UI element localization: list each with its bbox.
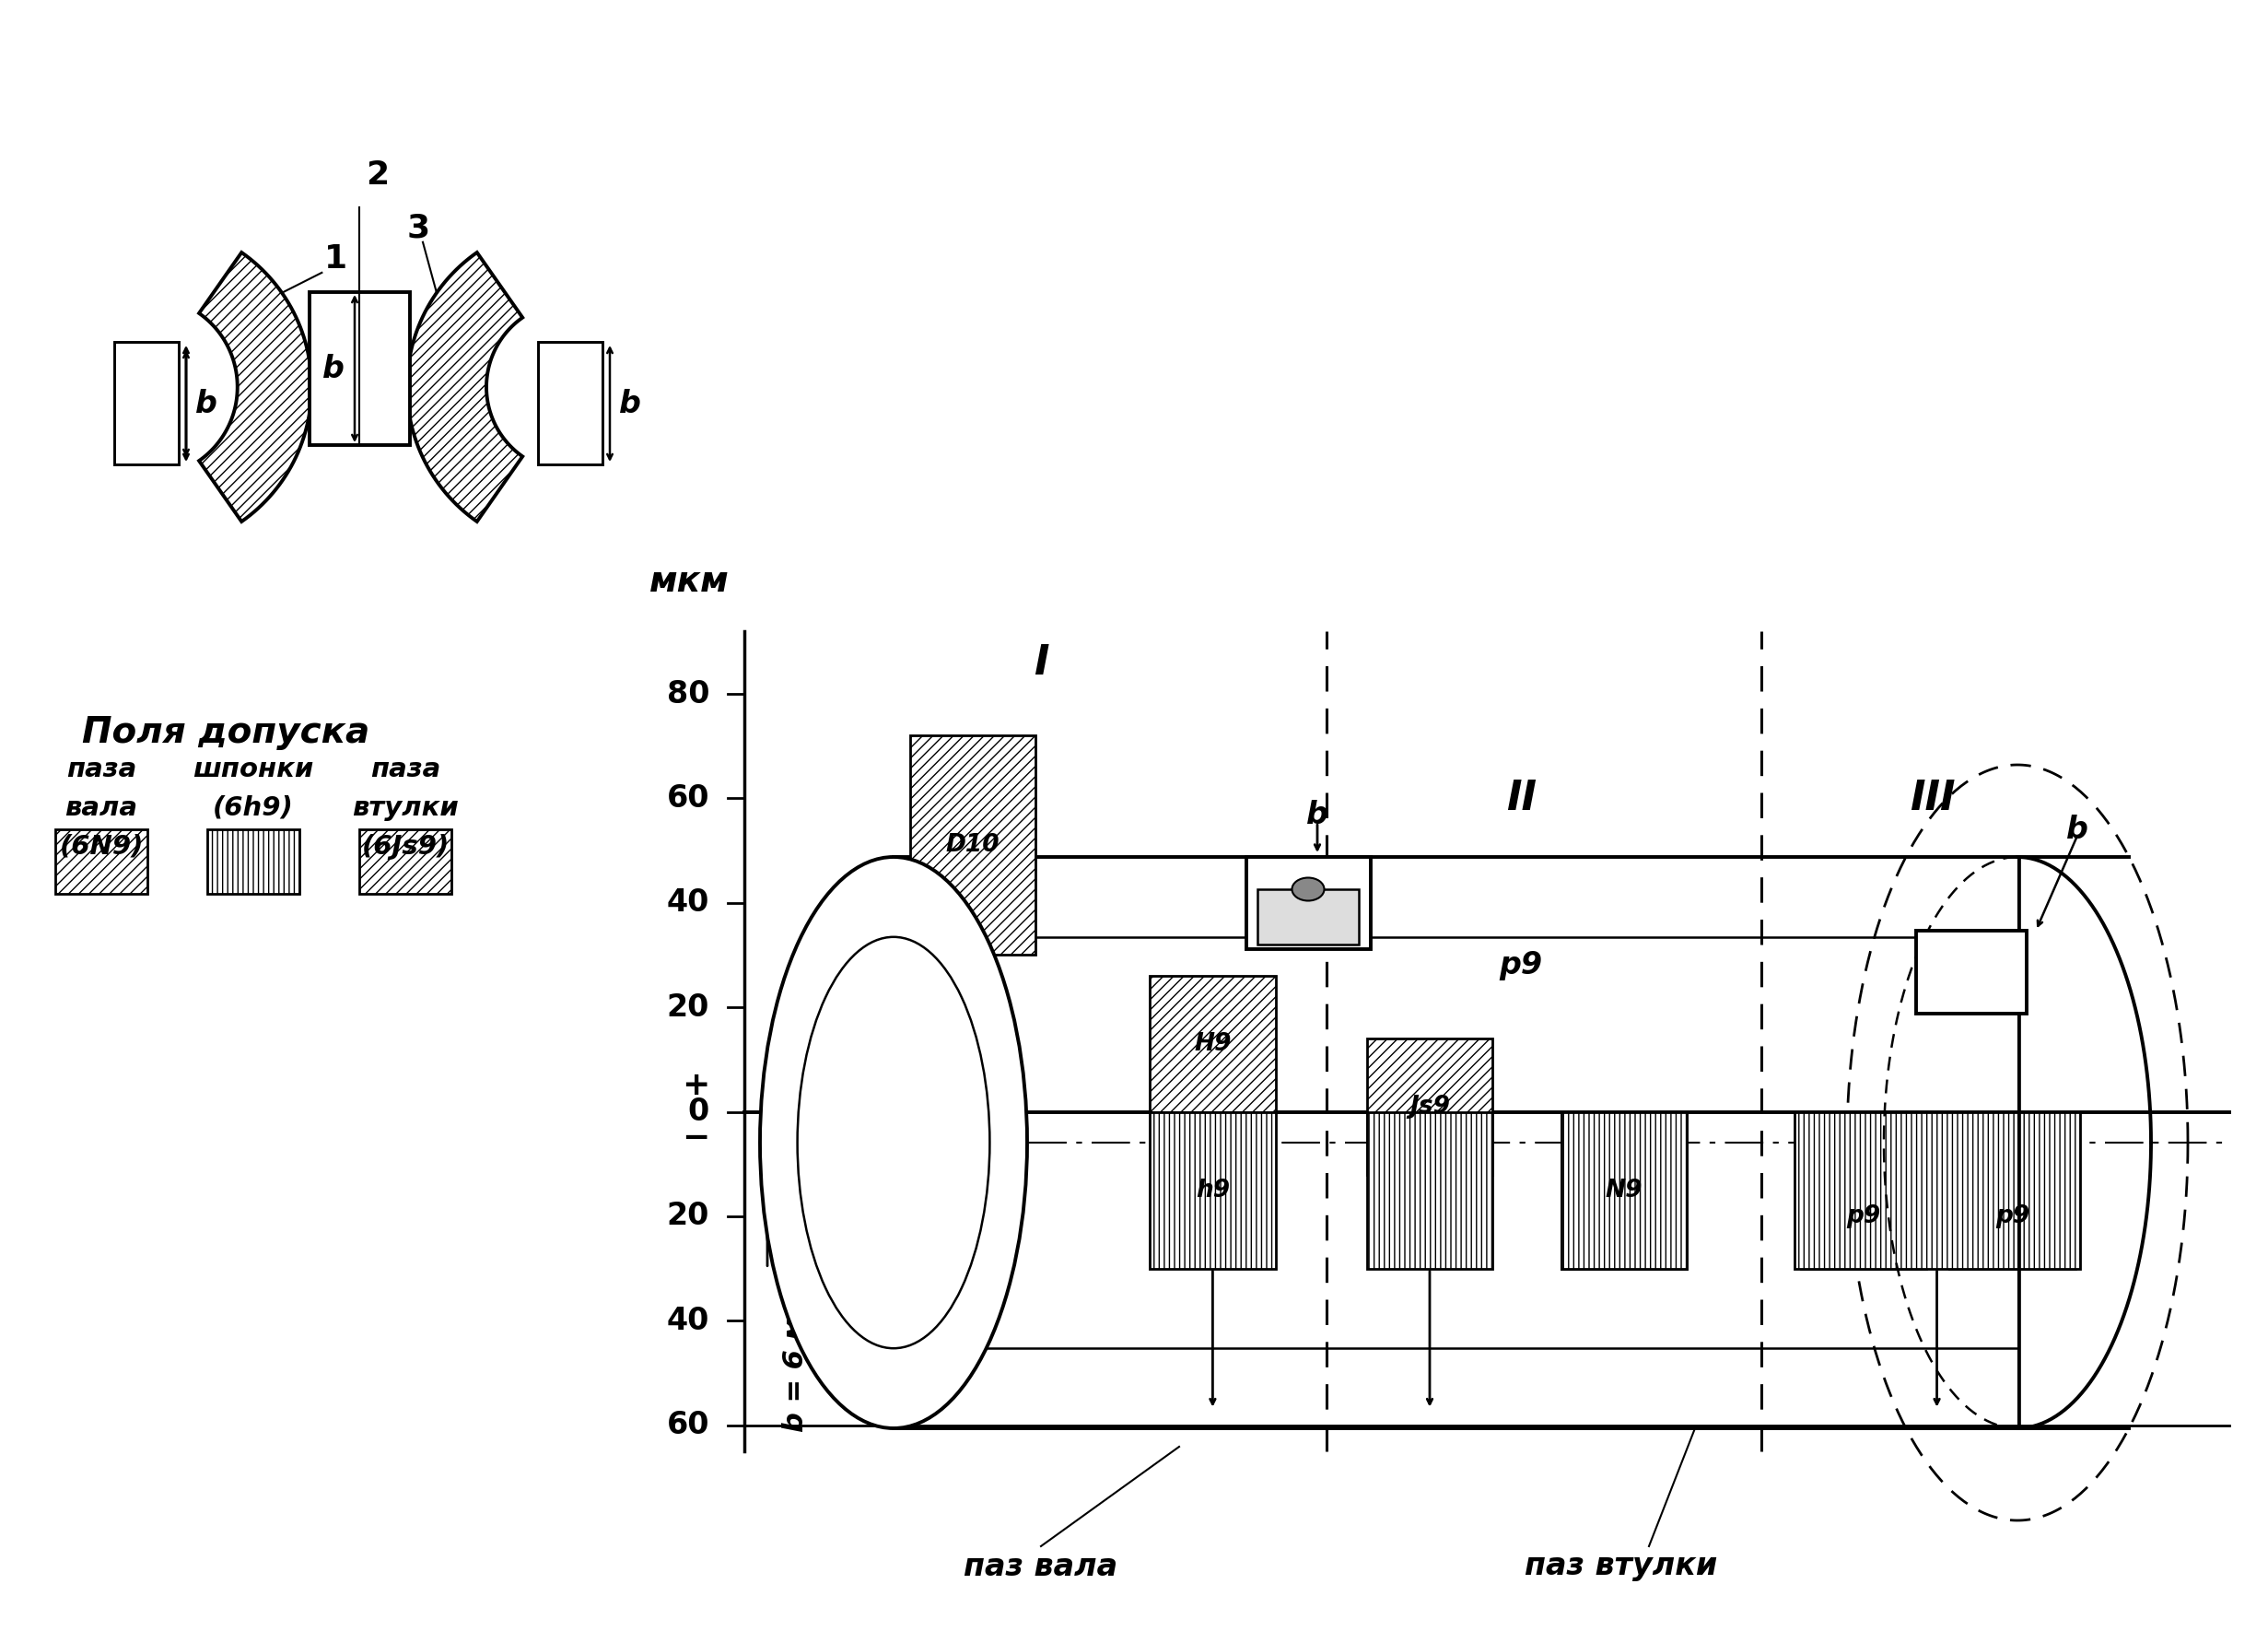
Text: (6h9): (6h9) <box>213 796 295 820</box>
Bar <box>206 829 299 894</box>
Text: p9: p9 <box>1996 1204 2030 1228</box>
Text: 20: 20 <box>667 1200 710 1231</box>
Bar <box>1801 1158 1926 1269</box>
Text: паз втулки: паз втулки <box>1524 1551 1717 1582</box>
Text: 40: 40 <box>667 1305 710 1336</box>
Text: (6Js9): (6Js9) <box>361 833 449 860</box>
Text: паз вала: паз вала <box>964 1551 1118 1582</box>
Text: (6N9): (6N9) <box>59 833 143 860</box>
Bar <box>116 343 179 465</box>
Text: p9: p9 <box>1846 1204 1880 1228</box>
Text: шпонки: шпонки <box>193 757 313 783</box>
Bar <box>1247 856 1370 949</box>
Text: b: b <box>1306 801 1329 830</box>
Text: p9: p9 <box>1499 951 1542 980</box>
Text: 3: 3 <box>406 212 429 245</box>
Ellipse shape <box>1293 877 1325 900</box>
Bar <box>1368 1039 1492 1174</box>
Bar <box>540 344 601 463</box>
Bar <box>1150 975 1275 1112</box>
Text: b = 6 мм: b = 6 мм <box>782 1293 807 1432</box>
Text: H9: H9 <box>1193 1032 1232 1055</box>
Text: втулки: втулки <box>352 796 458 820</box>
Text: 1: 1 <box>324 243 347 274</box>
Bar <box>1256 889 1359 944</box>
Text: −: − <box>680 1122 710 1153</box>
Polygon shape <box>406 253 522 522</box>
Text: I: I <box>1034 643 1048 682</box>
Bar <box>1794 1112 2080 1269</box>
Text: 0: 0 <box>687 1096 710 1127</box>
Text: 40: 40 <box>667 887 710 918</box>
Ellipse shape <box>760 856 1027 1429</box>
Text: паза: паза <box>66 757 136 783</box>
Text: III: III <box>1910 778 1955 819</box>
Bar <box>1950 1158 2075 1269</box>
Bar <box>116 344 177 463</box>
Text: h9: h9 <box>1195 1178 1229 1202</box>
Text: b: b <box>2066 814 2089 845</box>
Bar <box>909 736 1036 956</box>
Text: 60: 60 <box>667 783 710 814</box>
Text: b: b <box>619 388 642 419</box>
Text: Js9: Js9 <box>1408 1094 1449 1119</box>
Text: Поля допуска: Поля допуска <box>82 714 370 750</box>
Text: b: b <box>322 354 345 383</box>
Text: D10: D10 <box>946 833 1000 858</box>
Bar <box>308 292 411 445</box>
Text: мкм: мкм <box>649 566 728 599</box>
Text: II: II <box>1506 778 1535 819</box>
Text: +: + <box>680 1070 710 1101</box>
Bar <box>358 829 451 894</box>
Bar <box>1916 931 2028 1013</box>
Bar <box>1368 1112 1492 1269</box>
Text: 80: 80 <box>667 678 710 709</box>
Bar <box>1560 1112 1687 1269</box>
Text: N9: N9 <box>1606 1178 1642 1202</box>
Bar <box>1150 1112 1275 1269</box>
Text: 2: 2 <box>365 160 390 191</box>
Text: b: b <box>195 388 218 419</box>
Text: 20: 20 <box>667 992 710 1023</box>
Text: паза: паза <box>370 757 440 783</box>
Bar <box>1560 1112 1687 1269</box>
Bar <box>540 343 603 465</box>
Polygon shape <box>200 253 311 522</box>
Text: 60: 60 <box>667 1409 710 1440</box>
Text: вала: вала <box>66 796 138 820</box>
Bar <box>54 829 147 894</box>
